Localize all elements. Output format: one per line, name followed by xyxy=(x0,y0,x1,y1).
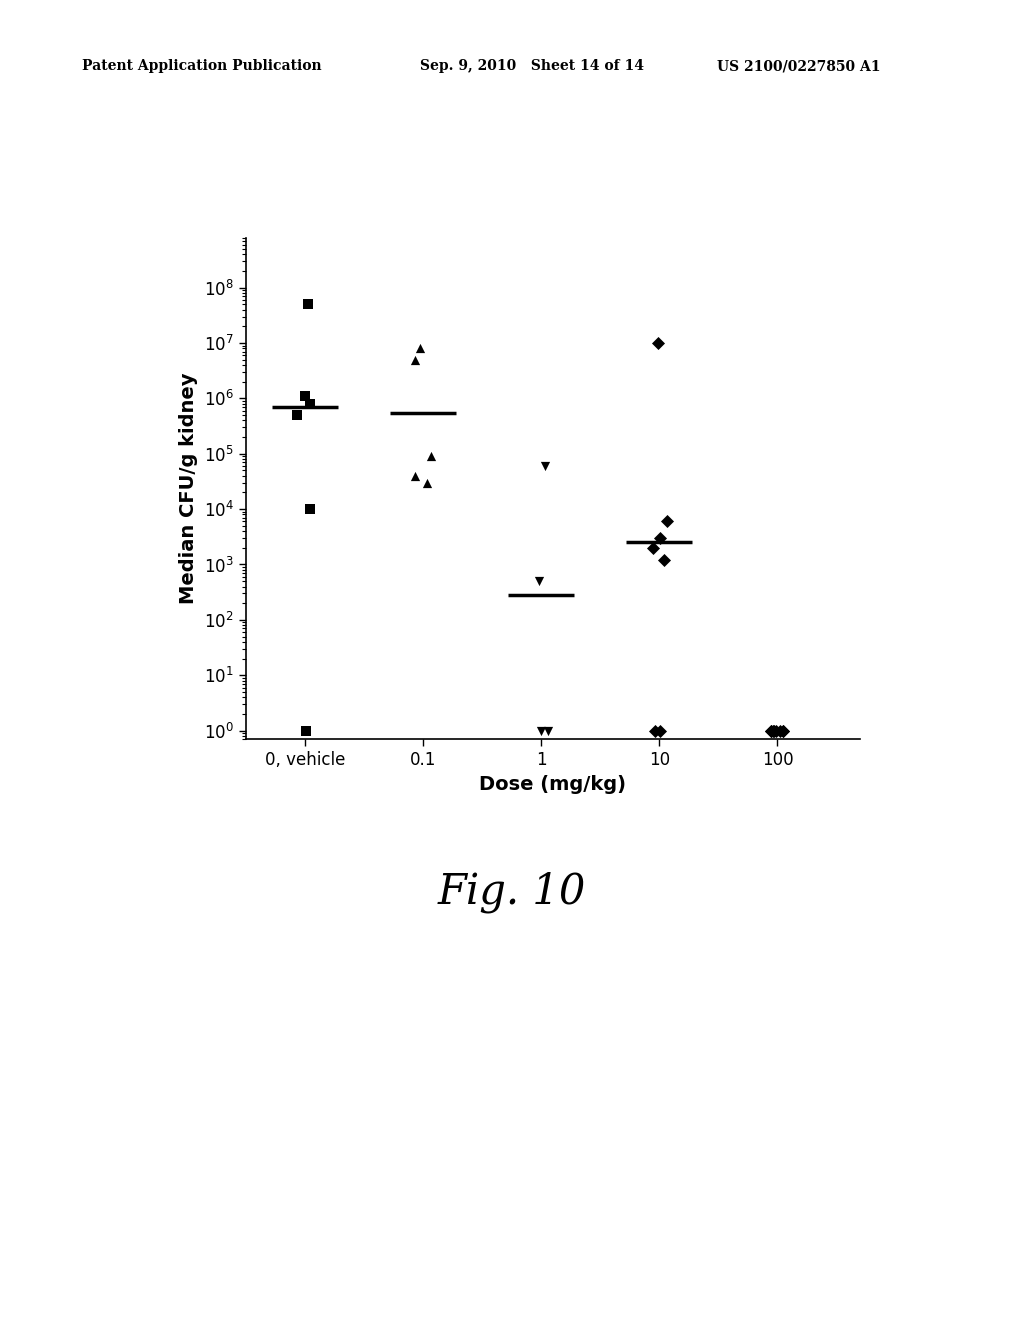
Point xyxy=(772,721,788,742)
Point xyxy=(289,404,305,425)
Point xyxy=(532,721,549,742)
Text: US 2100/0227850 A1: US 2100/0227850 A1 xyxy=(717,59,881,74)
Point xyxy=(656,549,673,570)
Point xyxy=(407,465,423,486)
Point xyxy=(763,721,779,742)
Point xyxy=(296,385,312,407)
Point xyxy=(408,348,424,370)
Point xyxy=(774,721,791,742)
Point xyxy=(530,570,547,591)
Text: Sep. 9, 2010   Sheet 14 of 14: Sep. 9, 2010 Sheet 14 of 14 xyxy=(420,59,644,74)
Point xyxy=(652,721,669,742)
Point xyxy=(768,721,784,742)
Point xyxy=(423,446,439,467)
Text: Fig. 10: Fig. 10 xyxy=(438,871,586,913)
Point xyxy=(644,537,660,558)
Point xyxy=(646,721,663,742)
Point xyxy=(412,338,428,359)
Point xyxy=(537,455,553,477)
Point xyxy=(766,721,782,742)
Point xyxy=(298,721,314,742)
Point xyxy=(302,499,318,520)
Text: Patent Application Publication: Patent Application Publication xyxy=(82,59,322,74)
Point xyxy=(540,721,556,742)
Point xyxy=(651,528,668,549)
X-axis label: Dose (mg/kg): Dose (mg/kg) xyxy=(479,775,627,793)
Point xyxy=(299,294,315,315)
Point xyxy=(775,721,792,742)
Y-axis label: Median CFU/g kidney: Median CFU/g kidney xyxy=(179,372,199,605)
Point xyxy=(302,393,318,414)
Point xyxy=(659,511,676,532)
Point xyxy=(419,473,435,494)
Point xyxy=(763,721,779,742)
Point xyxy=(649,333,666,354)
Point xyxy=(765,721,781,742)
